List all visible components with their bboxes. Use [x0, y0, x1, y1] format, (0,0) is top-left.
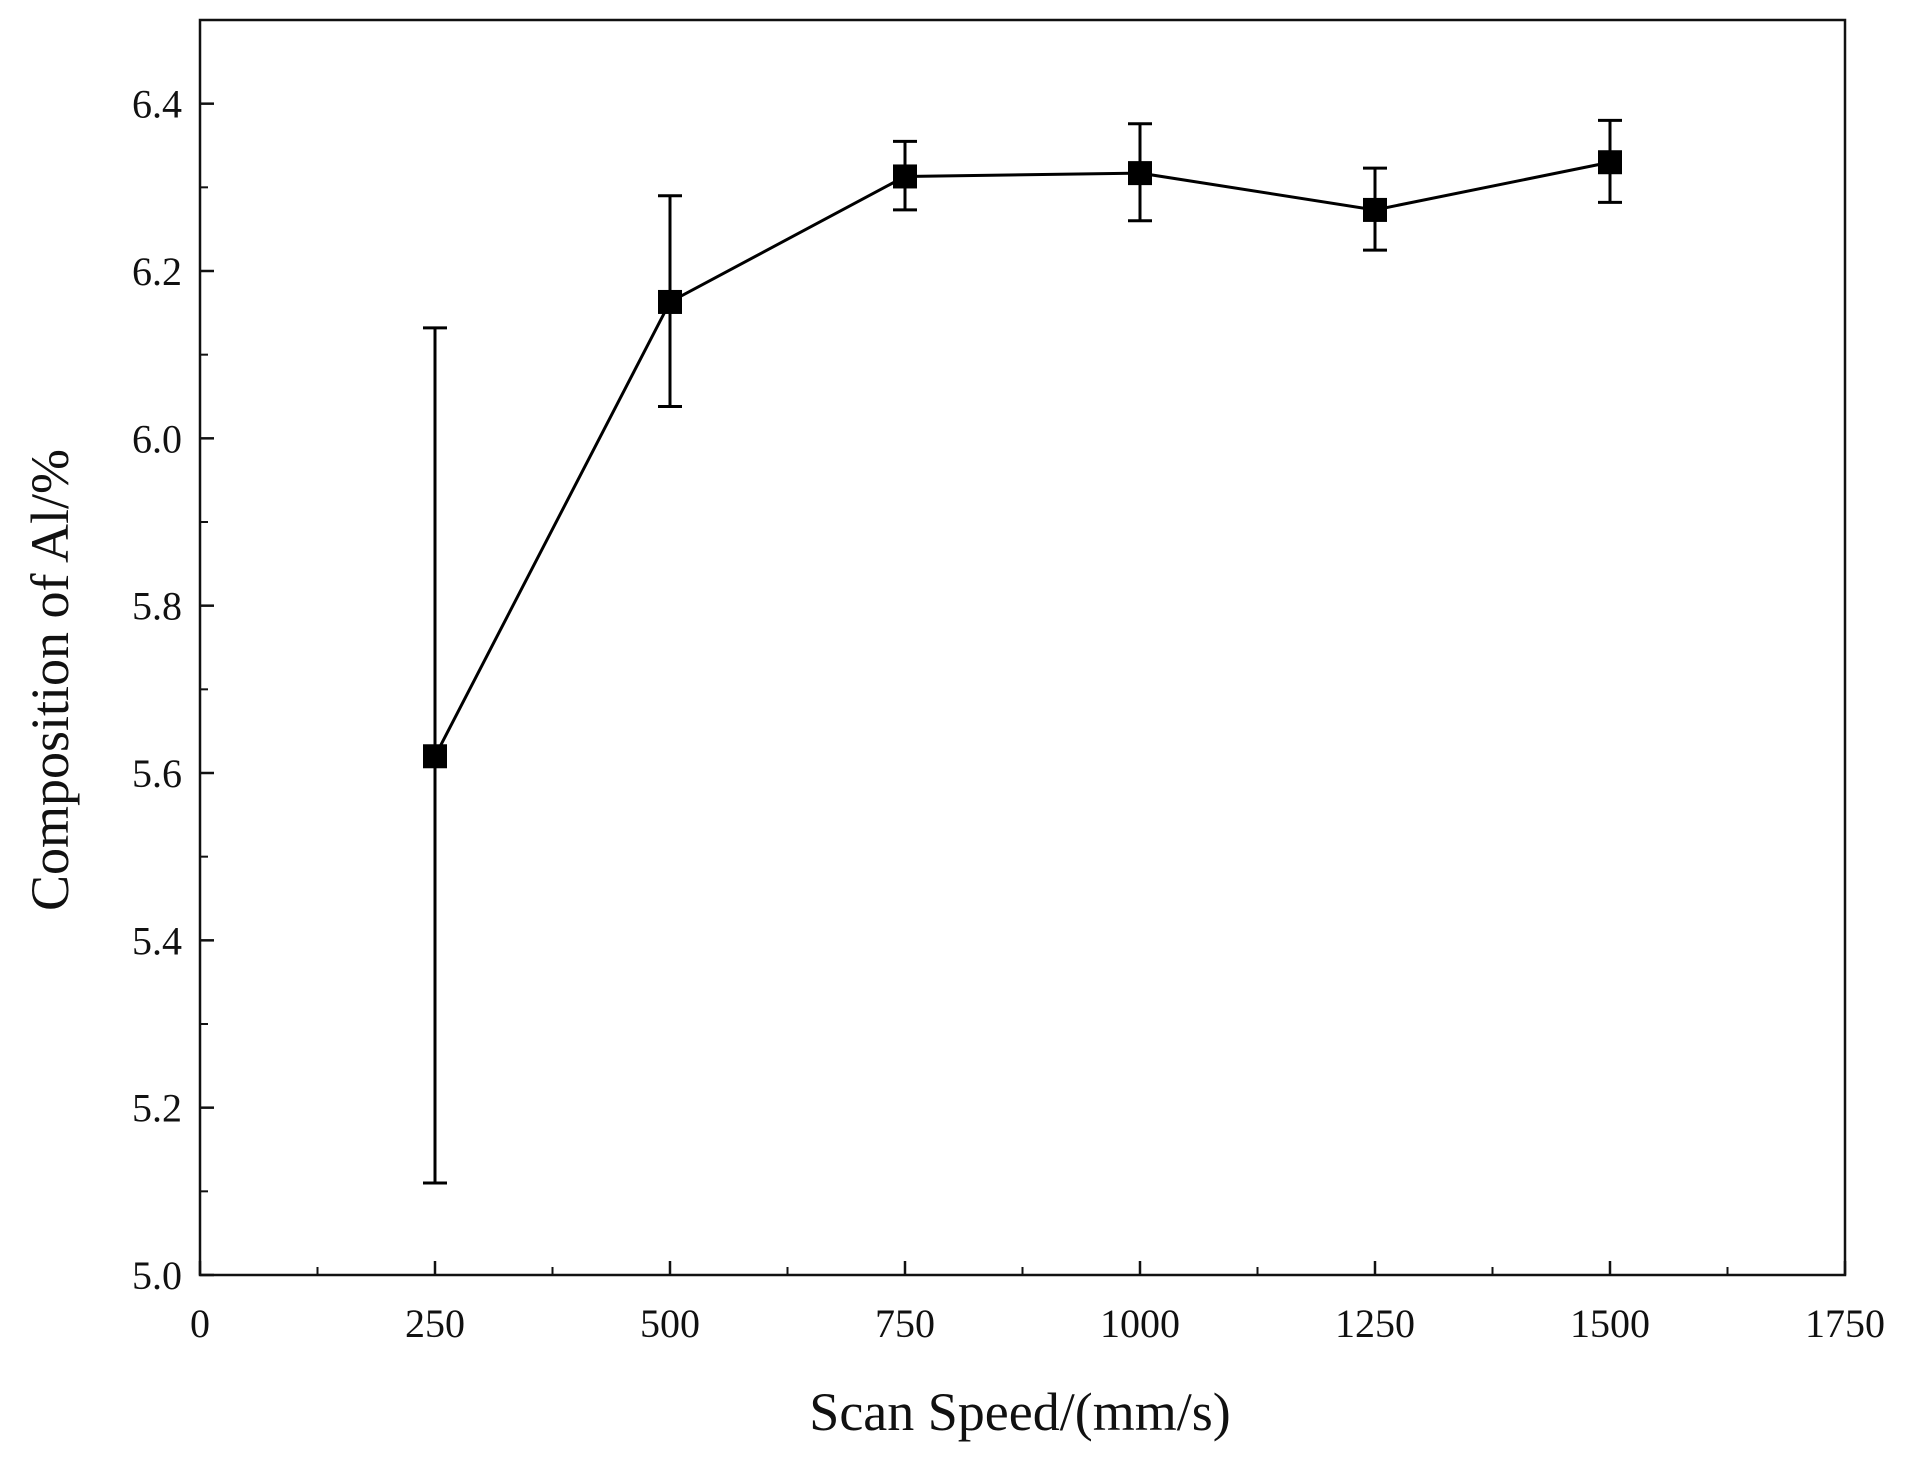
- x-tick-label: 0: [190, 1301, 210, 1346]
- y-tick-label: 5.0: [132, 1253, 182, 1298]
- y-tick-label: 5.8: [132, 584, 182, 629]
- data-point-marker: [658, 289, 682, 314]
- y-tick-label: 5.4: [132, 918, 182, 963]
- y-axis-title: Composition of Al/%: [20, 449, 80, 911]
- x-tick-label: 1500: [1570, 1301, 1650, 1346]
- x-tick-label: 500: [640, 1301, 700, 1346]
- x-tick-label: 1750: [1805, 1301, 1885, 1346]
- data-point-marker: [423, 744, 447, 769]
- x-tick-label: 750: [875, 1301, 935, 1346]
- x-tick-label: 250: [405, 1301, 465, 1346]
- data-point-marker: [1363, 197, 1387, 222]
- y-tick-label: 6.4: [132, 82, 182, 127]
- data-point-marker: [1128, 161, 1152, 186]
- x-axis-title: Scan Speed/(mm/s): [809, 1382, 1230, 1442]
- y-tick-label: 5.6: [132, 751, 182, 796]
- y-tick-label: 6.0: [132, 416, 182, 461]
- x-tick-label: 1000: [1100, 1301, 1180, 1346]
- data-point-marker: [893, 164, 917, 189]
- data-point-marker: [1598, 150, 1622, 175]
- plot-layer: 0 250 500 750 1000 1250 1500 1750 5.0 5.2 5.4 5.6 5.…: [132, 18, 1885, 1346]
- series-line: [433, 160, 1611, 757]
- y-tick-label: 5.2: [132, 1086, 182, 1131]
- y-tick-label: 6.2: [132, 249, 182, 294]
- x-tick-label: 1250: [1335, 1301, 1415, 1346]
